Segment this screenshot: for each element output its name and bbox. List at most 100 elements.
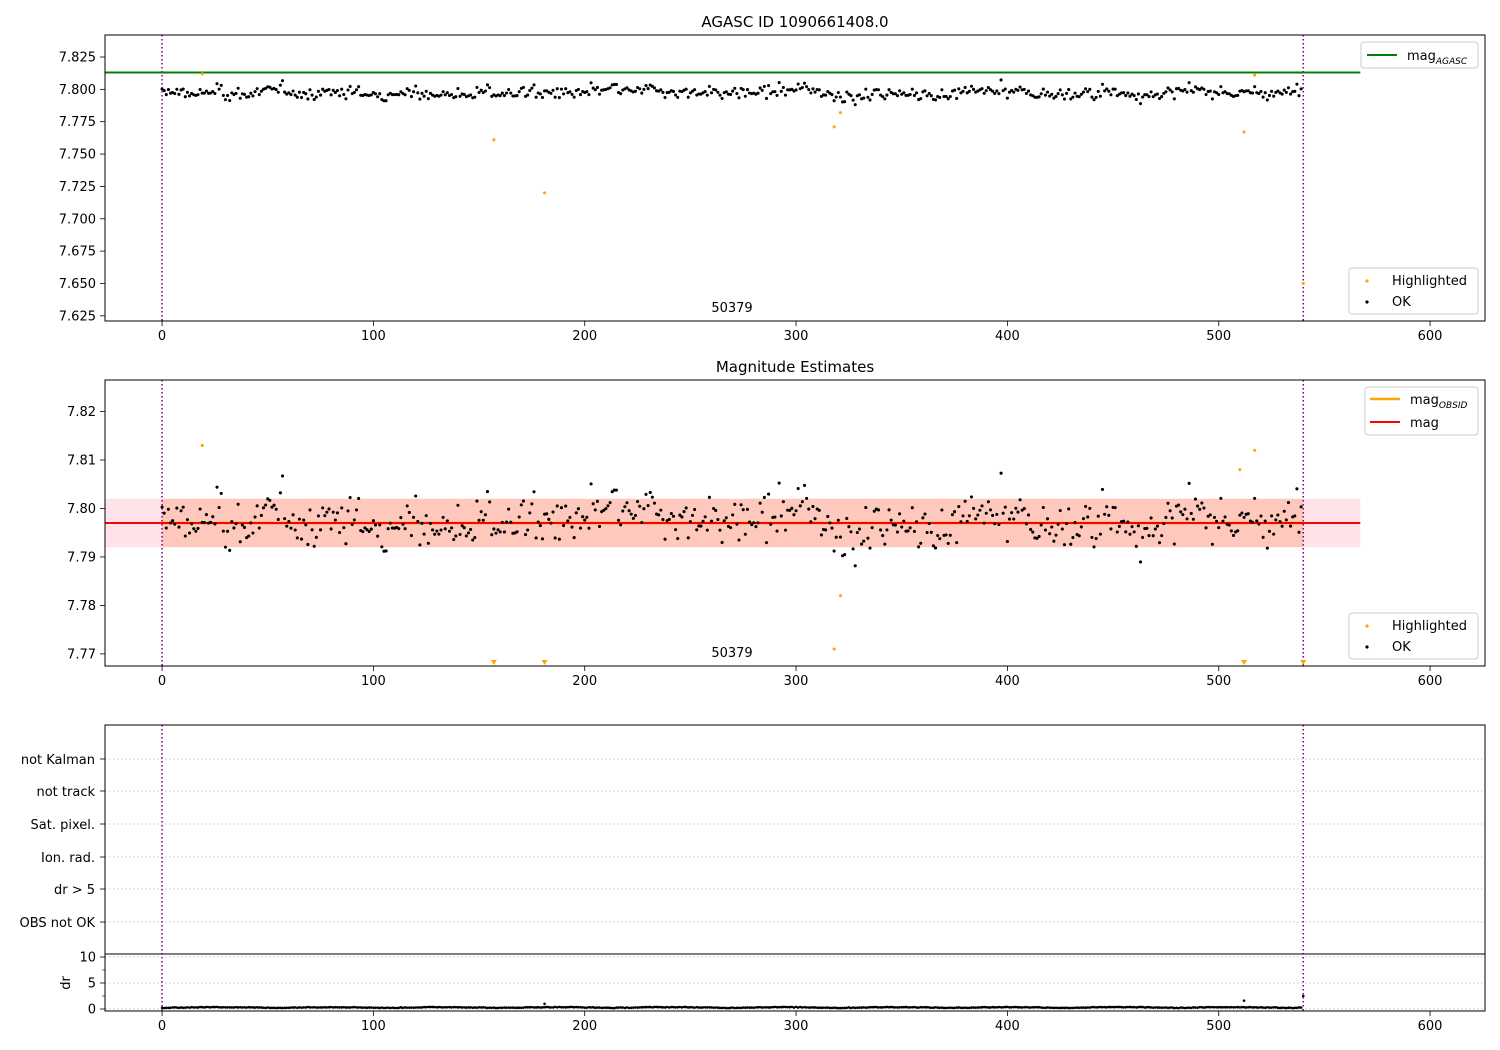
legend-box: [1360, 41, 1479, 69]
ok-point: [526, 528, 530, 532]
ok-point: [226, 93, 230, 98]
dr-point: [312, 1005, 316, 1009]
dr-point: [722, 1006, 726, 1010]
ok-point: [724, 90, 728, 94]
dr-point: [230, 1006, 234, 1009]
dr-point: [496, 1006, 500, 1010]
ok-point: [625, 86, 629, 90]
ok-point: [384, 99, 388, 103]
dr-point: [604, 1006, 608, 1009]
dr-point: [889, 1005, 893, 1009]
dr-point: [1141, 1005, 1144, 1009]
dr-point: [991, 1005, 994, 1009]
ok-point: [712, 506, 716, 511]
ok-point: [589, 81, 593, 85]
ok-point: [965, 519, 969, 524]
ok-point: [1240, 511, 1244, 515]
ok-point: [767, 492, 771, 496]
ok-point: [420, 521, 424, 525]
y-tick-label: 7.800: [59, 83, 96, 98]
highlighted-point: [1238, 468, 1242, 472]
dr-point: [435, 1006, 439, 1009]
ok-point: [504, 520, 509, 524]
dr-point: [1115, 1005, 1119, 1009]
dr-point: [1291, 1006, 1294, 1010]
dr-point: [405, 1006, 409, 1009]
dr-point: [1090, 1005, 1094, 1009]
ok-point: [724, 516, 728, 520]
ok-point: [595, 499, 599, 503]
ok-point: [1236, 93, 1240, 97]
ok-point: [678, 513, 682, 517]
dr-point: [570, 1005, 574, 1009]
ok-point: [688, 91, 692, 95]
ok-point: [593, 88, 597, 92]
ok-point: [348, 495, 352, 500]
ok-point: [627, 509, 631, 513]
ok-point: [914, 91, 919, 95]
ok-point: [608, 501, 612, 505]
dr-point: [1120, 1005, 1123, 1009]
dr-point: [695, 1005, 699, 1009]
ok-point: [912, 529, 916, 533]
dr-point: [672, 1005, 675, 1009]
dr-point: [1137, 1005, 1140, 1009]
ok-point: [190, 522, 194, 526]
ok-point: [674, 528, 678, 532]
ok-point: [1001, 511, 1005, 515]
ok-point: [426, 97, 430, 101]
dr-point: [908, 1005, 912, 1009]
dr-point: [251, 1006, 255, 1009]
ok-point: [507, 87, 511, 92]
dr-point: [653, 1005, 656, 1009]
ok-point: [460, 524, 464, 528]
ok-point: [933, 98, 938, 102]
ok-point: [1073, 521, 1077, 525]
ok-point: [796, 486, 800, 491]
ok-point: [297, 90, 301, 94]
dr-point: [334, 1005, 337, 1009]
ok-point: [340, 87, 344, 91]
dr-point: [310, 1006, 314, 1009]
ok-point: [1179, 510, 1183, 514]
ok-point: [1065, 522, 1069, 526]
ok-point: [1270, 514, 1274, 518]
dr-point: [1234, 1005, 1237, 1009]
dr-point: [374, 1006, 377, 1009]
ok-point: [1043, 93, 1047, 97]
dr-point: [841, 1006, 844, 1010]
dr-point: [424, 1005, 428, 1009]
dr-point: [397, 1006, 401, 1010]
ok-point: [574, 511, 578, 515]
ok-point: [253, 90, 257, 94]
legend-mag-obsid-label: magOBSID: [1410, 393, 1468, 411]
dr-point: [689, 1005, 692, 1009]
ok-point: [900, 525, 904, 529]
ok-point: [551, 510, 555, 514]
dr-point: [355, 1006, 358, 1009]
ok-point: [667, 517, 671, 522]
dr-point: [1154, 1006, 1157, 1009]
ok-point: [813, 90, 817, 94]
ok-point: [485, 490, 490, 494]
dr-point: [1088, 1006, 1092, 1009]
ok-point: [1200, 501, 1204, 505]
ok-point: [223, 98, 228, 102]
ok-point: [424, 514, 428, 518]
dr-point: [1063, 1006, 1066, 1010]
ok-point: [1202, 506, 1206, 510]
ok-point: [1060, 527, 1064, 531]
dr-point: [661, 1006, 665, 1009]
dr-point: [663, 1006, 667, 1009]
ok-point: [982, 521, 986, 525]
dr-point: [1166, 1006, 1170, 1010]
dr-point: [1126, 1005, 1130, 1009]
dr-point: [1251, 1006, 1254, 1009]
ok-point: [1069, 97, 1073, 101]
ok-point: [1250, 520, 1255, 524]
ok-point: [838, 95, 842, 99]
dr-point: [659, 1005, 663, 1009]
ok-point: [967, 89, 971, 93]
dr-point: [274, 1006, 278, 1010]
dr-point: [585, 1006, 589, 1009]
